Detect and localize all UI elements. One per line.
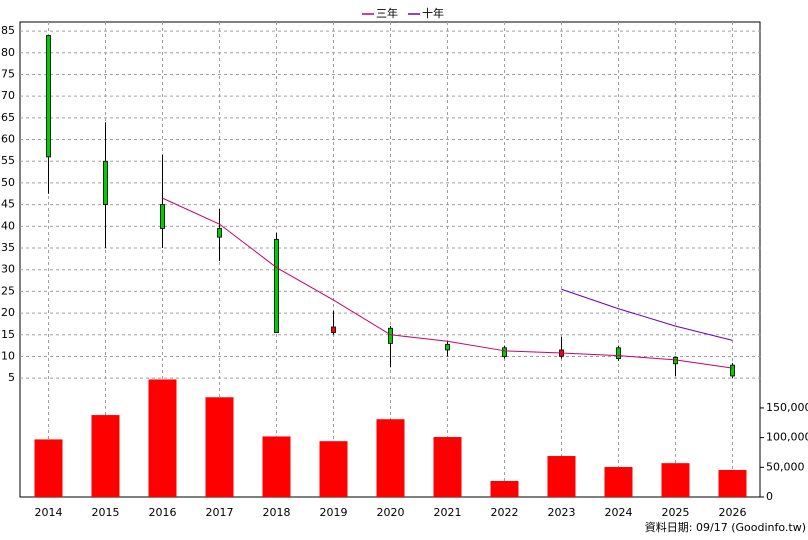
x-tick-label: 2014 bbox=[35, 506, 63, 519]
x-tick-label: 2017 bbox=[206, 506, 234, 519]
candle-body bbox=[217, 228, 222, 238]
x-tick-label: 2019 bbox=[320, 506, 348, 519]
y-tick-label: 10 bbox=[1, 349, 15, 362]
candle-body bbox=[616, 347, 621, 360]
x-tick-label: 2018 bbox=[263, 506, 291, 519]
y-tick-label: 60 bbox=[1, 133, 15, 146]
x-tick-label: 2025 bbox=[662, 506, 690, 519]
y2-tick-label: 100,000 bbox=[766, 431, 808, 444]
volume-bar bbox=[718, 469, 747, 497]
candle-body bbox=[730, 364, 735, 377]
candle-body bbox=[103, 160, 108, 206]
y-tick-label: 25 bbox=[1, 284, 15, 297]
volume-bar bbox=[547, 456, 576, 497]
y-tick-label: 20 bbox=[1, 306, 15, 319]
volume-bar bbox=[34, 439, 63, 497]
volume-bar bbox=[205, 397, 234, 497]
y-tick-label: 65 bbox=[1, 111, 15, 124]
candle-body bbox=[388, 327, 393, 344]
y2-tick-label: 50,000 bbox=[766, 460, 805, 473]
y2-tick-label: 150,000 bbox=[766, 401, 808, 414]
y-tick-label: 75 bbox=[1, 67, 15, 80]
x-tick-label: 2021 bbox=[434, 506, 462, 519]
ma-line bbox=[162, 197, 733, 369]
y-tick-label: 50 bbox=[1, 176, 15, 189]
y-tick-label: 15 bbox=[1, 328, 15, 341]
volume-bar bbox=[262, 436, 291, 497]
volume-bar bbox=[433, 437, 462, 497]
y-tick-label: 70 bbox=[1, 89, 15, 102]
x-tick-label: 2015 bbox=[92, 506, 120, 519]
candle-body bbox=[502, 347, 507, 357]
x-tick-label: 2024 bbox=[605, 506, 633, 519]
volume-bar bbox=[490, 480, 519, 497]
y-tick-label: 45 bbox=[1, 198, 15, 211]
candle-body bbox=[331, 326, 336, 333]
candle-body bbox=[445, 343, 450, 351]
y-tick-label: 80 bbox=[1, 46, 15, 59]
candle-body bbox=[160, 204, 165, 229]
volume-bar bbox=[376, 419, 405, 497]
volume-bar bbox=[661, 463, 690, 497]
candle-body bbox=[274, 238, 279, 333]
volume-bar bbox=[148, 379, 177, 497]
y-tick-label: 30 bbox=[1, 263, 15, 276]
y2-tick-label: 0 bbox=[766, 490, 773, 503]
x-tick-label: 2026 bbox=[719, 506, 747, 519]
y-tick-label: 5 bbox=[8, 371, 15, 384]
legend-label: 三年 bbox=[376, 6, 398, 20]
ma-line bbox=[561, 288, 733, 341]
volume-bar bbox=[604, 467, 633, 497]
y-tick-label: 35 bbox=[1, 241, 15, 254]
candle-body bbox=[46, 35, 51, 158]
x-tick-label: 2020 bbox=[377, 506, 405, 519]
y-tick-label: 85 bbox=[1, 24, 15, 37]
x-tick-label: 2022 bbox=[491, 506, 519, 519]
y-tick-label: 55 bbox=[1, 154, 15, 167]
x-tick-label: 2023 bbox=[548, 506, 576, 519]
legend-label: 十年 bbox=[422, 6, 444, 20]
x-tick-label: 2016 bbox=[149, 506, 177, 519]
volume-bar bbox=[319, 441, 348, 497]
source-note: 資料日期: 09/17 (Goodinfo.tw) bbox=[645, 520, 806, 534]
volume-bar bbox=[91, 415, 120, 497]
y-tick-label: 40 bbox=[1, 219, 15, 232]
